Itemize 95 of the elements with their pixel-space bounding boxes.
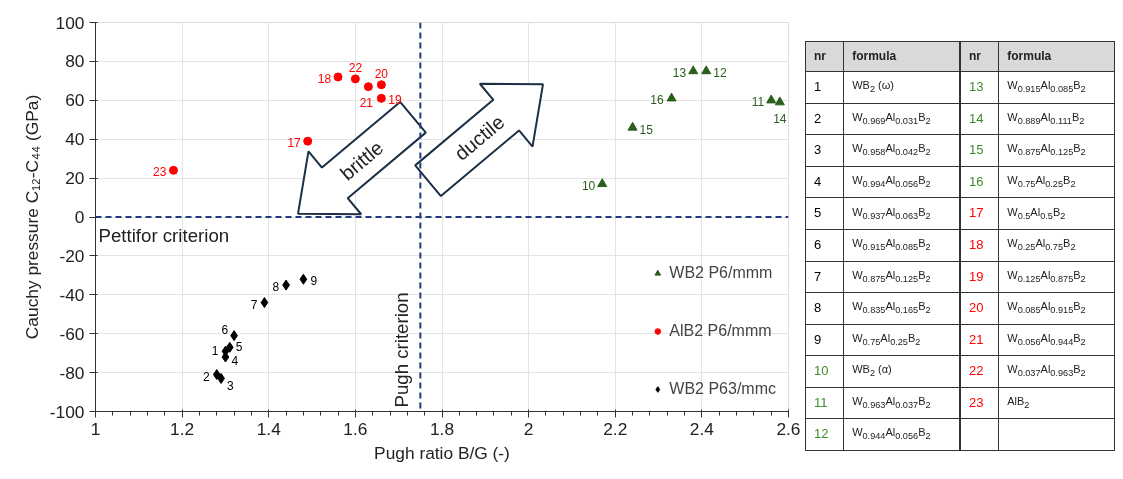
annotation: 13 <box>672 66 687 81</box>
x-tick-label: 1.4 <box>256 418 282 439</box>
annotation: 15 <box>639 122 654 137</box>
text: 21 W$_{0.056}$Al$_{0.944}$B$_{2}$ <box>968 331 1086 347</box>
y-tick-label: -100 <box>49 401 85 422</box>
text: 6 W$_{0.915}$Al$_{0.085}$B$_{2}$ <box>814 236 931 253</box>
text: 14 W$_{0.889}$Al$_{0.111}$B$_{2}$ <box>968 110 1085 127</box>
y-tick-label: -60 <box>59 323 85 344</box>
y-tick-label: 20 <box>65 168 85 189</box>
annotation: 8 <box>272 280 280 295</box>
text: 11 W$_{0.963}$Al$_{0.037}$B$_{2}$ <box>814 394 931 411</box>
point <box>363 82 373 92</box>
point <box>299 273 308 285</box>
text: formula <box>843 41 960 72</box>
text: nr <box>968 49 981 63</box>
ref-line-label: Pettifor criterion <box>98 225 230 246</box>
text: 9 W$_{0.75}$Al$_{0.25}$B$_{2}$ <box>814 331 921 347</box>
text: 7 W$_{0.875}$Al$_{0.125}$B$_{2}$ <box>814 268 931 284</box>
x-tick-label: 2.4 <box>689 418 715 439</box>
annotation: 17 <box>287 136 302 151</box>
x-tick-label: 1.6 <box>343 418 368 439</box>
y-tick-label: 0 <box>74 207 85 227</box>
text: 17 W$_{0.5}$Al$_{0.5}$B$_{2}$ <box>968 205 1066 221</box>
point <box>701 65 712 75</box>
y-axis-title: Cauchy pressure C₁₂-C₄₄ (GPa) <box>21 94 42 340</box>
text: nr <box>805 41 844 72</box>
text: 16 W$_{0.75}$Al$_{0.25}$B$_{2}$ <box>968 173 1076 190</box>
point <box>303 136 313 146</box>
ref-line-label: Pugh criterion <box>391 292 413 408</box>
annotation: 3 <box>227 379 235 394</box>
annotation: 4 <box>231 354 239 369</box>
annotation: 5 <box>235 340 243 355</box>
annotation: 22 <box>348 60 363 75</box>
text: 10 WB$_{2}$ (α) <box>814 363 892 379</box>
annotation: 20 <box>374 66 389 81</box>
annotation: 10 <box>581 178 596 193</box>
legend-label: WB2 P63/mmc <box>669 380 776 398</box>
point <box>376 93 386 103</box>
x-tick-label: 1 <box>90 418 101 439</box>
annotation: 21 <box>359 95 374 110</box>
annotation: 12 <box>713 66 727 81</box>
text: 23 AlB$_{2}$ <box>968 394 1030 411</box>
annotation: 6 <box>221 322 229 337</box>
text: 18 W$_{0.25}$Al$_{0.75}$B$_{2}$ <box>968 236 1076 253</box>
y-tick-label: 40 <box>65 129 85 150</box>
text: 13 W$_{0.915}$Al$_{0.085}$B$_{2}$ <box>968 79 1086 95</box>
legend-label: AlB2 P6/mmm <box>669 322 772 340</box>
y-tick-label: 100 <box>55 12 85 33</box>
text: 20 W$_{0.085}$Al$_{0.915}$B$_{2}$ <box>968 300 1086 316</box>
y-tick-label: -80 <box>59 362 85 383</box>
text: 3 W$_{0.958}$Al$_{0.042}$B$_{2}$ <box>814 142 931 158</box>
x-tick-label: 2.6 <box>776 418 801 439</box>
point <box>376 80 386 90</box>
text: 4 W$_{0.994}$Al$_{0.056}$B$_{2}$ <box>814 173 931 190</box>
text: 2 W$_{0.969}$Al$_{0.031}$B$_{2}$ <box>814 110 931 127</box>
x-tick-label: 2.2 <box>603 418 628 439</box>
point <box>225 341 234 353</box>
annotation: 9 <box>310 274 318 289</box>
point <box>597 178 608 188</box>
point <box>688 65 699 75</box>
text: 12 W$_{0.944}$Al$_{0.056}$B$_{2}$ <box>814 426 931 442</box>
y-tick-label: -20 <box>59 245 85 266</box>
point <box>774 96 785 106</box>
text: 19 W$_{0.125}$Al$_{0.875}$B$_{2}$ <box>968 268 1086 284</box>
point <box>627 121 638 131</box>
annotation: 19 <box>388 93 403 108</box>
y-tick-label: 60 <box>65 90 85 111</box>
annotation: 23 <box>153 165 167 180</box>
y-tick-label: -40 <box>59 284 85 305</box>
annotation: 1 <box>211 344 219 359</box>
text: 5 W$_{0.937}$Al$_{0.063}$B$_{2}$ <box>814 205 931 221</box>
text: 22 W$_{0.037}$Al$_{0.963}$B$_{2}$ <box>968 363 1086 379</box>
x-tick-label: 1.8 <box>429 418 455 439</box>
annotation: 14 <box>773 112 787 127</box>
annotation: 7 <box>250 297 258 312</box>
point <box>333 72 343 82</box>
x-tick-label: 2 <box>523 418 534 439</box>
text: 15 W$_{0.875}$Al$_{0.125}$B$_{2}$ <box>968 142 1086 158</box>
y-tick-label: 80 <box>65 51 85 72</box>
annotation: 11 <box>751 95 765 110</box>
text: formula <box>1007 49 1052 63</box>
text: 8 W$_{0.835}$Al$_{0.165}$B$_{2}$ <box>814 300 931 316</box>
point <box>766 94 777 104</box>
point <box>666 92 677 102</box>
annotation: 18 <box>317 71 332 86</box>
x-axis-title: Pugh ratio B/G (-) <box>374 442 510 463</box>
text: 1 WB$_{2}$ (ω) <box>814 79 894 95</box>
point <box>212 369 221 381</box>
point <box>168 165 178 175</box>
annotation: 2 <box>203 369 211 384</box>
legend-label: WB2 P6/mmm <box>669 264 773 282</box>
annotation: 16 <box>650 93 664 108</box>
point <box>260 297 269 309</box>
x-tick-label: 1.2 <box>170 418 195 439</box>
point <box>350 74 360 84</box>
